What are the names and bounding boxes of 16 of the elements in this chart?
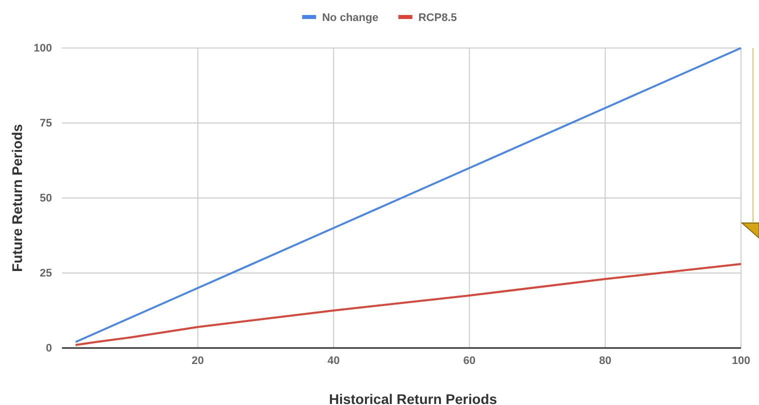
x-tick-label: 20 [192,354,204,367]
y-tick-label: 50 [40,192,52,205]
x-axis-title: Historical Return Periods [328,391,498,405]
x-tick-label: 80 [599,354,612,367]
y-axis-title: Future Return Periods [9,124,25,272]
y-tick-label: 75 [40,118,52,130]
line-series [74,263,742,346]
x-tick-label: 40 [327,354,340,367]
y-tick-label: 100 [34,42,52,55]
y-tick-label: 25 [40,268,52,280]
legend-label: No change [322,12,378,24]
line-series [74,47,742,343]
y-tick-label: 0 [46,342,52,355]
x-tick-label: 100 [732,354,750,367]
legend-label: RCP8.5 [418,12,457,24]
x-tick-label: 60 [463,354,476,367]
